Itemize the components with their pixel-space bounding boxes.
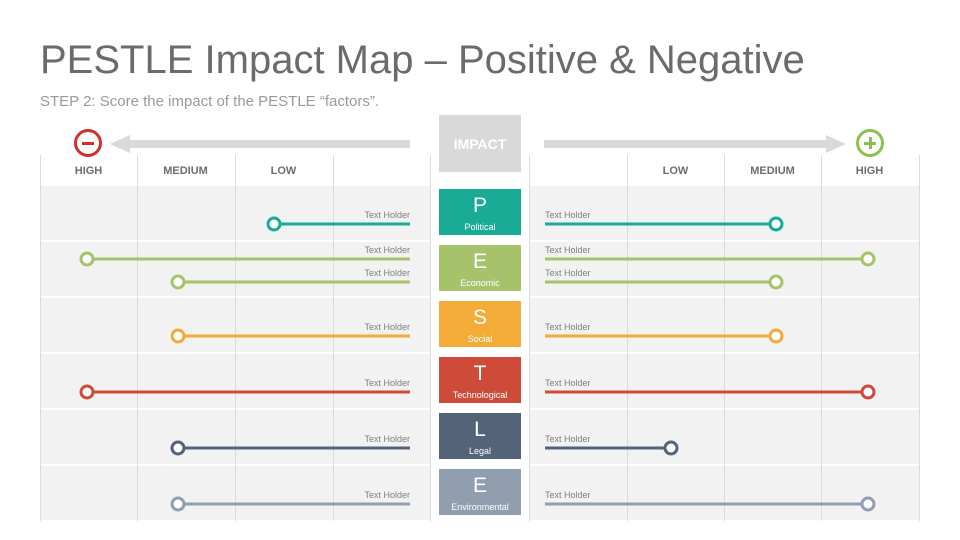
positive-text-holder: Text Holder bbox=[545, 490, 591, 500]
negative-text-holder: Text Holder bbox=[364, 210, 410, 220]
factor-letter: P bbox=[472, 194, 487, 217]
factor-tile-environmental: E Environmental bbox=[439, 469, 521, 515]
positive-arrow bbox=[544, 140, 826, 148]
negative-high-label: HIGH bbox=[74, 165, 103, 177]
grid-line bbox=[627, 155, 628, 521]
minus-circle-icon bbox=[74, 129, 102, 157]
page-subtitle: STEP 2: Score the impact of the PESTLE “… bbox=[40, 93, 380, 110]
negative-text-holder: Text Holder bbox=[364, 322, 410, 332]
positive-text-holder: Text Holder bbox=[545, 210, 591, 220]
positive-impact-marker bbox=[860, 251, 876, 267]
positive-medium-label: MEDIUM bbox=[750, 165, 795, 177]
negative-arrow-head bbox=[110, 135, 130, 153]
negative-impact-marker bbox=[79, 384, 95, 400]
factor-name: Legal bbox=[468, 446, 492, 456]
negative-arrow bbox=[128, 140, 410, 148]
factor-name: Social bbox=[467, 334, 493, 344]
negative-text-holder: Text Holder bbox=[364, 378, 410, 388]
negative-impact-marker bbox=[170, 274, 186, 290]
page-title: PESTLE Impact Map – Positive & Negative bbox=[40, 38, 805, 82]
positive-text-holder: Text Holder bbox=[545, 378, 591, 388]
positive-impact-marker bbox=[860, 384, 876, 400]
positive-impact-marker bbox=[768, 274, 784, 290]
positive-impact-marker bbox=[860, 496, 876, 512]
factor-letter: E bbox=[472, 250, 487, 273]
factor-letter: S bbox=[472, 306, 487, 329]
positive-text-holder: Text Holder bbox=[545, 245, 591, 255]
plus-circle-icon bbox=[856, 129, 884, 157]
grid-line bbox=[235, 155, 236, 521]
grid-line bbox=[919, 155, 920, 521]
negative-text-holder: Text Holder bbox=[364, 490, 410, 500]
factor-name: Political bbox=[464, 222, 496, 232]
positive-impact-marker bbox=[768, 216, 784, 232]
negative-impact-marker bbox=[170, 496, 186, 512]
negative-medium-label: MEDIUM bbox=[163, 165, 208, 177]
impact-header: IMPACT bbox=[439, 115, 521, 172]
grid-line bbox=[333, 155, 334, 521]
factor-letter: T bbox=[473, 362, 487, 385]
negative-impact-marker bbox=[266, 216, 282, 232]
factor-letter: E bbox=[472, 474, 487, 497]
factor-name: Technological bbox=[452, 390, 508, 400]
grid-line bbox=[430, 155, 431, 521]
factor-tile-legal: L Legal bbox=[439, 413, 521, 459]
negative-text-holder: Text Holder bbox=[364, 434, 410, 444]
negative-low-label: LOW bbox=[270, 165, 297, 177]
grid-line bbox=[137, 155, 138, 521]
negative-text-holder: Text Holder bbox=[364, 268, 410, 278]
negative-impact-marker bbox=[170, 440, 186, 456]
positive-low-label: LOW bbox=[662, 165, 689, 177]
grid-line bbox=[821, 155, 822, 521]
positive-impact-marker bbox=[768, 328, 784, 344]
grid-line bbox=[724, 155, 725, 521]
factor-name: Economic bbox=[460, 278, 500, 288]
positive-text-holder: Text Holder bbox=[545, 268, 591, 278]
grid-line bbox=[529, 155, 530, 521]
negative-impact-marker bbox=[170, 328, 186, 344]
positive-high-label: HIGH bbox=[855, 165, 884, 177]
factor-name: Environmental bbox=[451, 502, 509, 512]
negative-text-holder: Text Holder bbox=[364, 245, 410, 255]
positive-text-holder: Text Holder bbox=[545, 434, 591, 444]
factor-letter: L bbox=[474, 418, 486, 441]
positive-text-holder: Text Holder bbox=[545, 322, 591, 332]
negative-impact-marker bbox=[79, 251, 95, 267]
positive-arrow-head bbox=[826, 135, 846, 153]
factor-tile-economic: E Economic bbox=[439, 245, 521, 291]
factor-tile-political: P Political bbox=[439, 189, 521, 235]
positive-impact-marker bbox=[663, 440, 679, 456]
factor-tile-technological: T Technological bbox=[439, 357, 521, 403]
factor-tile-social: S Social bbox=[439, 301, 521, 347]
grid-line bbox=[40, 155, 41, 521]
